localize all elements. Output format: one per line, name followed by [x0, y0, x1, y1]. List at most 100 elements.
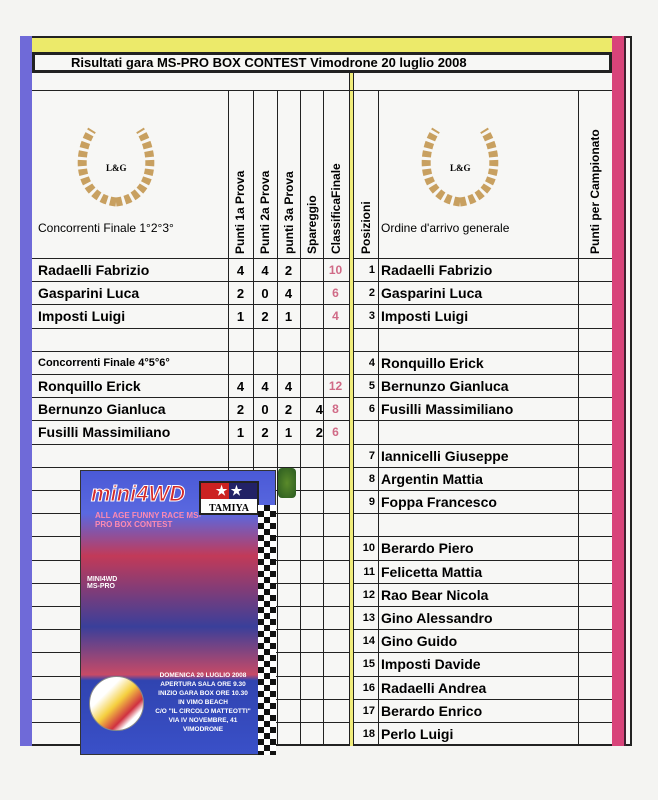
trial-score: 4 — [284, 379, 293, 394]
poster-event-line: APERTURA SALA ORE 9.30 — [160, 681, 246, 688]
final-score: 6 — [332, 286, 339, 301]
grid-line — [354, 536, 612, 538]
trial-score: 1 — [284, 309, 293, 325]
ranked-competitor-name: Gino Guido — [381, 633, 458, 650]
grid-line — [578, 90, 579, 746]
final-score: 10 — [328, 263, 343, 277]
final-score: 8 — [332, 402, 339, 417]
header-points-trial-2: Punti 2a Prova — [258, 170, 272, 254]
grid-line — [354, 420, 612, 422]
trial-score: 0 — [261, 402, 269, 418]
grid-line — [354, 443, 612, 445]
ranked-competitor-name: Gino Alessandro — [381, 610, 493, 626]
laurel-wreath-icon — [421, 127, 499, 207]
competitor-name: Ronquillo Erick — [38, 378, 141, 394]
grid-line — [354, 698, 612, 700]
tamiya-logo: ★ ★ TAMIYA — [199, 481, 259, 515]
trial-score: 2 — [261, 425, 269, 441]
grid-line — [323, 90, 324, 746]
grid-line — [354, 722, 612, 723]
subheader-finalists-4-6: Concorrenti Finale 4°5°6° — [38, 356, 170, 369]
competitor-name: Imposti Luigi — [38, 308, 126, 325]
trial-score: 1 — [284, 425, 293, 441]
position-number: 6 — [368, 403, 375, 416]
grid-line — [354, 606, 612, 607]
ranked-competitor-name: Perlo Luigi — [381, 726, 454, 742]
tiebreak-score: 2 — [315, 425, 323, 441]
header-final-ranking: ClassificaFinale — [329, 163, 343, 254]
grid-line — [32, 281, 350, 283]
grid-line — [354, 374, 612, 375]
header-points-trial-1: Punti 1a Prova — [233, 170, 247, 254]
grid-line — [277, 90, 278, 746]
logo-text-right: L&G — [450, 163, 471, 173]
left-color-bar — [20, 36, 32, 746]
position-number: 16 — [362, 681, 375, 694]
ranked-competitor-name: Berardo Enrico — [381, 702, 483, 719]
page-title: Risultati gara MS-PRO BOX CONTEST Vimodr… — [32, 52, 612, 73]
position-number: 11 — [363, 565, 375, 578]
position-number: 15 — [362, 658, 375, 671]
poster-side-text: MINI4WD MS-PRO — [87, 576, 118, 590]
poster-event-line: C/O "IL CIRCOLO MATTEOTTI" — [155, 708, 251, 715]
poster-event-details: DOMENICA 20 LUGLIO 2008 APERTURA SALA ORE… — [147, 671, 259, 734]
grid-line — [354, 629, 612, 631]
competitor-name: Radaelli Fabrizio — [38, 262, 150, 278]
logo-text-left: L&G — [106, 163, 127, 173]
trial-score: 4 — [284, 286, 293, 302]
ranked-competitor-name: Iannicelli Giuseppe — [381, 447, 509, 464]
grid-line — [32, 258, 350, 259]
position-number: 4 — [368, 356, 375, 369]
poster-event-line: IN VIMO BEACH — [178, 699, 228, 706]
trial-score: 4 — [236, 379, 245, 394]
trial-score: 0 — [261, 286, 269, 302]
grid-line — [32, 350, 350, 352]
grid-line — [378, 90, 379, 746]
club-crest — [278, 468, 296, 498]
final-score: 4 — [332, 309, 339, 324]
header-points-trial-3: punti 3a Prova — [282, 171, 296, 254]
poster-tagline: ALL AGE FUNNY RACE MS-PRO BOX CONTEST — [95, 511, 202, 529]
grid-line — [354, 559, 612, 561]
trial-score: 4 — [236, 263, 245, 278]
grid-line — [300, 90, 301, 746]
grid-line — [354, 513, 612, 515]
poster-event-line: VIA IV NOVEMBRE, 41 — [168, 717, 238, 724]
position-number: 1 — [368, 264, 375, 276]
trial-score: 4 — [261, 263, 269, 278]
position-number: 9 — [368, 496, 375, 508]
laurel-wreath-icon — [77, 127, 155, 207]
position-number: 3 — [368, 310, 375, 323]
ranked-competitor-name: Fusilli Massimiliano — [381, 401, 514, 418]
competitor-name: Gasparini Luca — [38, 285, 140, 302]
grid-line — [354, 582, 612, 584]
grid-line — [354, 466, 612, 468]
trial-score: 2 — [236, 402, 245, 418]
grid-line — [32, 374, 350, 375]
position-number: 17 — [362, 704, 375, 717]
position-number: 8 — [368, 472, 375, 485]
poster-event-line: VIMODRONE — [182, 726, 224, 733]
trial-score: 1 — [236, 309, 245, 325]
ranked-competitor-name: Foppa Francesco — [381, 494, 497, 510]
position-number: 2 — [368, 287, 375, 300]
grid-line — [354, 397, 612, 399]
competitor-name: Fusilli Massimiliano — [38, 424, 171, 441]
ranked-competitor-name: Rao Bear Nicola — [381, 586, 489, 603]
header-positions: Posizioni — [359, 201, 373, 254]
trial-score: 1 — [236, 425, 245, 441]
trial-score: 2 — [236, 286, 245, 302]
grid-line — [32, 420, 350, 422]
grid-line — [32, 397, 350, 399]
grid-line — [253, 90, 254, 746]
ranked-competitor-name: Radaelli Andrea — [381, 679, 487, 696]
ranked-competitor-name: Argentin Mattia — [381, 470, 483, 487]
ranked-competitor-name: Imposti Luigi — [381, 308, 469, 325]
position-number: 13 — [362, 612, 375, 624]
position-number: 10 — [362, 542, 375, 555]
trial-score: 4 — [261, 379, 269, 394]
grid-line — [32, 327, 350, 329]
grid-line — [354, 490, 612, 491]
poster-maker: TAMIYA — [208, 503, 249, 514]
final-score: 12 — [328, 379, 343, 393]
